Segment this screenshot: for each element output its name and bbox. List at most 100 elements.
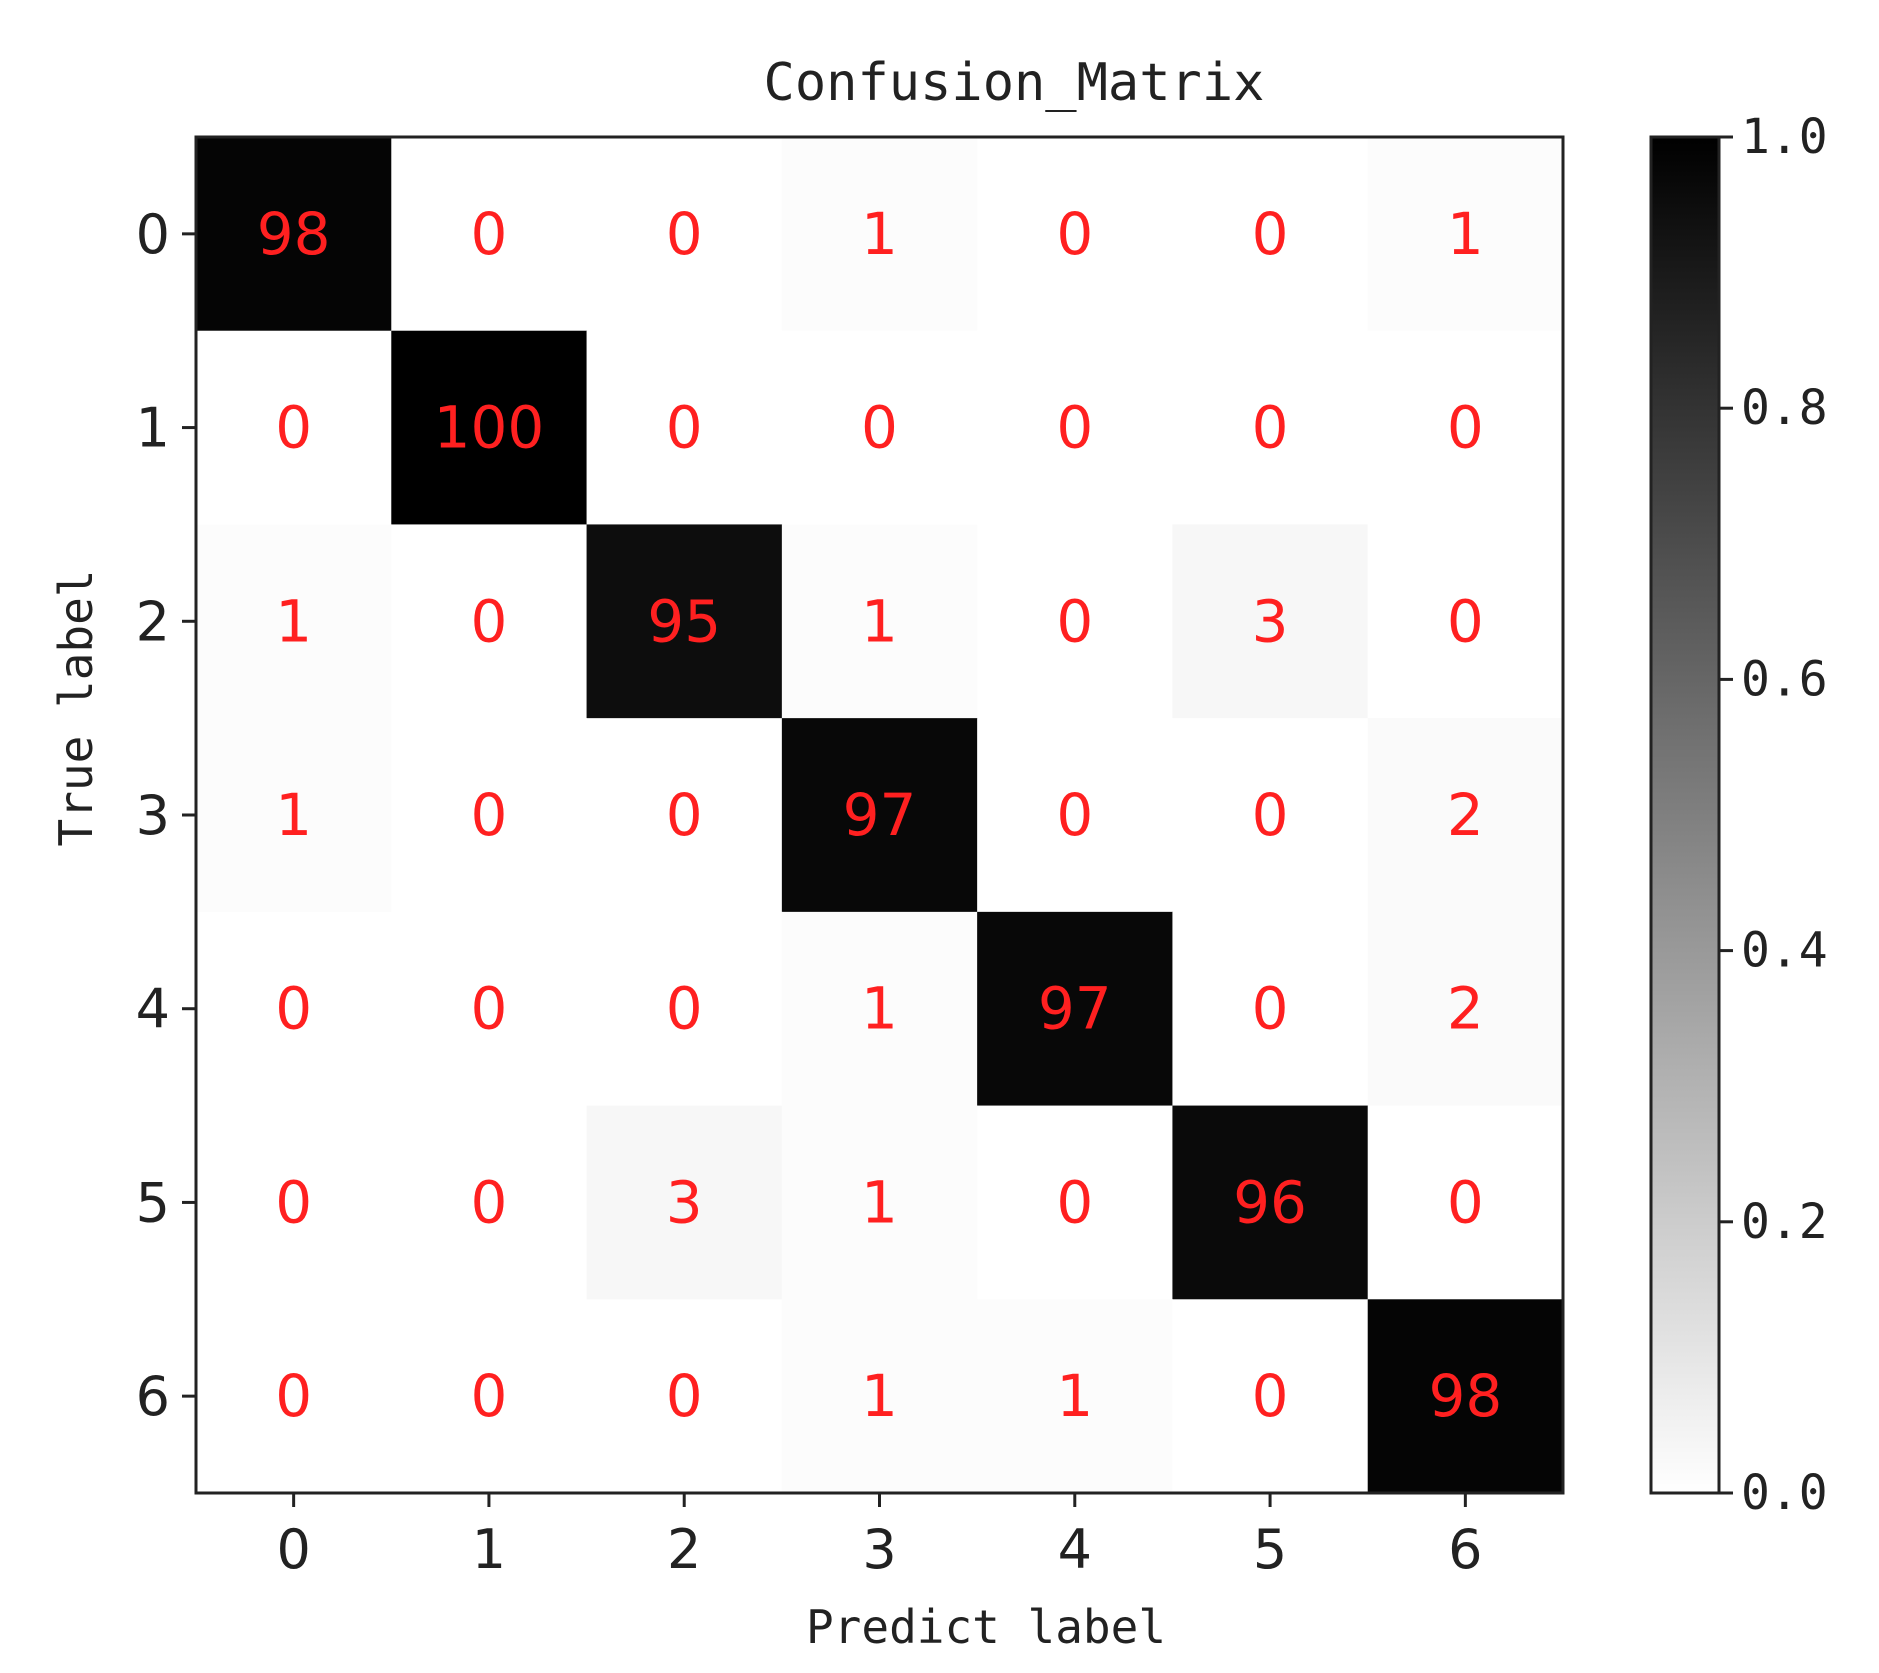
cell-5-0 (196, 1105, 392, 1300)
y-tick-label-4: 4 (136, 978, 170, 1041)
y-tick-label-3: 3 (136, 784, 170, 847)
cell-label-5-6: 0 (1447, 1168, 1484, 1236)
cell-label-3-2: 0 (666, 781, 703, 849)
cell-label-3-3: 97 (843, 781, 917, 849)
cell-4-6 (1367, 911, 1564, 1107)
cell-label-0-0: 98 (257, 200, 331, 268)
cell-2-3 (781, 524, 978, 719)
cell-0-1 (391, 137, 588, 332)
x-axis-ticks: 0 1 2 3 4 5 6 (276, 1493, 1483, 1581)
heatmap-cells (196, 137, 1564, 1494)
y-axis-label: True label (49, 570, 103, 847)
cell-5-5 (1172, 1105, 1369, 1300)
x-tick-label-0: 0 (276, 1518, 310, 1581)
cell-3-1 (391, 718, 588, 913)
cell-6-5 (1172, 1299, 1369, 1494)
cell-label-2-3: 1 (861, 587, 898, 655)
x-axis-label: Predict label (806, 1600, 1166, 1654)
cell-5-1 (391, 1105, 588, 1300)
cell-6-4 (977, 1299, 1173, 1494)
cell-label-3-5: 0 (1252, 781, 1289, 849)
colorbar-ticks: 0.0 0.2 0.4 0.6 0.8 1.0 (1719, 109, 1828, 1521)
cell-annotations: 98 0 0 1 0 0 10 100 0 0 0 0 01 0 95 1 0 3 01 0 0 97 0 0 20 0 0 1 97 0… (257, 200, 1503, 1430)
cell-4-0 (196, 911, 392, 1107)
cell-1-2 (586, 330, 783, 525)
cell-1-0 (196, 330, 392, 525)
cell-3-3 (781, 718, 978, 913)
cell-label-2-2: 95 (647, 587, 721, 655)
cell-label-0-3: 1 (861, 200, 898, 268)
cell-label-0-4: 0 (1056, 200, 1093, 268)
cell-3-2 (586, 718, 783, 913)
cell-0-6 (1367, 137, 1564, 332)
cell-label-0-5: 0 (1252, 200, 1289, 268)
cell-label-2-4: 0 (1056, 587, 1093, 655)
cell-4-5 (1172, 911, 1369, 1107)
cell-1-4 (977, 330, 1173, 525)
cell-label-3-0: 1 (275, 781, 312, 849)
cell-label-6-0: 0 (275, 1362, 312, 1430)
cell-label-1-4: 0 (1056, 394, 1093, 462)
colorbar-tick-label-3: 0.6 (1741, 651, 1828, 707)
cell-1-5 (1172, 330, 1369, 525)
cell-label-1-5: 0 (1252, 394, 1289, 462)
cell-2-2 (586, 524, 783, 719)
cell-label-3-4: 0 (1056, 781, 1093, 849)
cell-label-1-6: 0 (1447, 394, 1484, 462)
cell-label-1-3: 0 (861, 394, 898, 462)
cell-label-6-2: 0 (666, 1362, 703, 1430)
cell-label-2-0: 1 (275, 587, 312, 655)
cell-6-1 (391, 1299, 588, 1494)
cell-6-6 (1367, 1299, 1564, 1494)
cell-2-4 (977, 524, 1173, 719)
colorbar-tick-label-4: 0.8 (1741, 380, 1828, 436)
cell-2-0 (196, 524, 392, 719)
cell-1-1 (391, 330, 588, 525)
cell-label-2-5: 3 (1252, 587, 1289, 655)
cell-label-1-1: 100 (434, 394, 545, 462)
cell-6-3 (781, 1299, 978, 1494)
cell-2-5 (1172, 524, 1369, 719)
cell-2-1 (391, 524, 588, 719)
cell-0-0 (196, 137, 392, 332)
colorbar-tick-label-2: 0.4 (1741, 923, 1828, 979)
cell-label-5-3: 1 (861, 1168, 898, 1236)
cell-5-3 (781, 1105, 978, 1300)
cell-label-4-3: 1 (861, 975, 898, 1043)
cell-label-6-6: 98 (1428, 1362, 1502, 1430)
x-tick-label-6: 6 (1448, 1518, 1482, 1581)
cell-label-5-5: 96 (1233, 1168, 1307, 1236)
cell-label-5-0: 0 (275, 1168, 312, 1236)
cell-label-5-4: 0 (1056, 1168, 1093, 1236)
colorbar-tick-label-5: 1.0 (1741, 109, 1828, 165)
cell-label-6-1: 0 (470, 1362, 507, 1430)
cell-label-0-2: 0 (666, 200, 703, 268)
cell-label-1-0: 0 (275, 394, 312, 462)
cell-label-2-1: 0 (470, 587, 507, 655)
y-tick-label-1: 1 (136, 397, 170, 460)
cell-3-6 (1367, 718, 1564, 913)
y-tick-label-2: 2 (136, 590, 170, 653)
cell-3-5 (1172, 718, 1369, 913)
x-tick-label-3: 3 (862, 1518, 896, 1581)
cell-3-0 (196, 718, 392, 913)
cell-label-0-1: 0 (470, 200, 507, 268)
cell-6-2 (586, 1299, 783, 1494)
y-tick-label-0: 0 (136, 203, 170, 266)
x-tick-label-5: 5 (1253, 1518, 1287, 1581)
cell-label-5-2: 3 (666, 1168, 703, 1236)
cell-4-4 (977, 911, 1173, 1107)
cell-4-1 (391, 911, 588, 1107)
y-tick-label-6: 6 (136, 1365, 170, 1428)
cell-label-4-2: 0 (666, 975, 703, 1043)
cell-5-2 (586, 1105, 783, 1300)
cell-label-4-0: 0 (275, 975, 312, 1043)
cell-label-0-6: 1 (1447, 200, 1484, 268)
x-tick-label-4: 4 (1058, 1518, 1092, 1581)
cell-0-4 (977, 137, 1173, 332)
colorbar-tick-label-1: 0.2 (1741, 1194, 1828, 1250)
cell-label-4-6: 2 (1447, 975, 1484, 1043)
y-axis-ticks: 0 1 2 3 4 5 6 (136, 203, 196, 1428)
cell-label-3-1: 0 (470, 781, 507, 849)
